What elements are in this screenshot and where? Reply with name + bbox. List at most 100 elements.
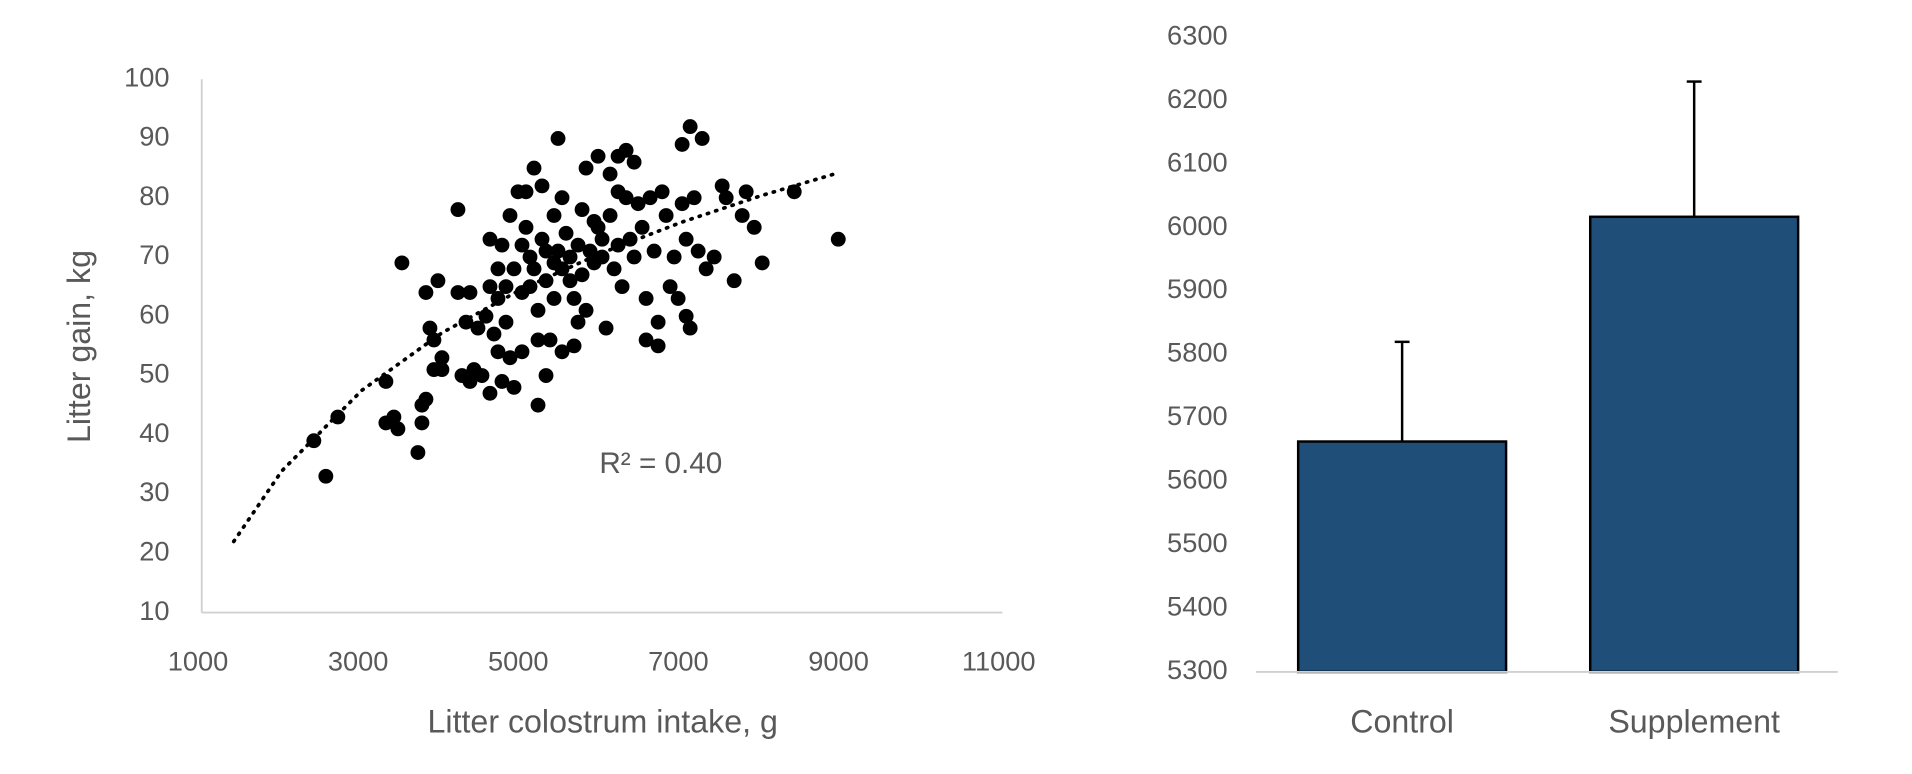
y-tick-label: 5500 <box>1167 527 1228 558</box>
scatter-point <box>462 374 478 389</box>
y-axis-title: Litter gain, kg <box>61 250 97 443</box>
scatter-point <box>554 190 570 206</box>
scatter-point <box>514 344 530 360</box>
scatter-point <box>418 391 434 407</box>
scatter-point <box>602 208 618 223</box>
scatter-point <box>614 279 630 295</box>
scatter-point <box>686 190 702 206</box>
scatter-point <box>410 445 426 460</box>
scatter-point <box>506 261 522 277</box>
scatter-point <box>746 219 762 235</box>
y-tick-label: 5300 <box>1167 654 1228 685</box>
scatter-point <box>474 368 490 383</box>
scatter-point <box>318 468 334 484</box>
scatter-point <box>418 285 434 300</box>
y-tick-label: 5800 <box>1167 337 1228 368</box>
scatter-point <box>450 202 466 218</box>
scatter-point <box>682 119 698 135</box>
y-tick-label: 60 <box>139 298 169 329</box>
scatter-point <box>482 231 498 247</box>
r-squared-annotation: R² = 0.40 <box>599 447 722 480</box>
scatter-point <box>386 409 402 425</box>
scatter-point <box>574 202 590 218</box>
scatter-point <box>682 320 698 336</box>
bar <box>1296 440 1508 674</box>
scatter-point <box>482 385 498 401</box>
scatter-point <box>670 291 686 306</box>
trendline <box>231 172 837 544</box>
scatter-point <box>498 279 514 295</box>
x-tick-label: 11000 <box>962 645 1036 676</box>
scatter-point <box>598 320 614 336</box>
scatter-point <box>630 196 646 212</box>
scatter-point <box>658 208 674 223</box>
scatter-point <box>754 255 770 271</box>
scatter-point <box>690 243 706 259</box>
scatter-point <box>330 409 346 425</box>
scatter-point <box>578 302 594 318</box>
scatter-point <box>434 362 450 378</box>
scatter-point <box>546 208 562 223</box>
scatter-point <box>594 231 610 247</box>
scatter-point <box>678 308 694 324</box>
scatter-point <box>738 184 754 200</box>
x-tick-label: 3000 <box>328 645 389 676</box>
y-tick-label: 50 <box>139 358 169 389</box>
scatter-point <box>606 261 622 277</box>
scatter-point <box>642 190 658 206</box>
scatter-point <box>698 261 714 277</box>
scatter-point <box>706 249 722 265</box>
scatter-point <box>506 379 522 395</box>
scatter-point <box>618 190 634 206</box>
scatter-point <box>538 243 554 259</box>
scatter-point <box>638 332 654 348</box>
scatter-point <box>494 374 510 389</box>
scatter-point <box>514 237 530 253</box>
scatter-point <box>622 231 638 247</box>
scatter-point <box>394 255 410 271</box>
y-tick-label: 5700 <box>1167 400 1228 431</box>
scatter-point <box>674 136 690 152</box>
scatter-point <box>546 291 562 306</box>
scatter-point <box>718 190 734 206</box>
scatter-point <box>522 279 538 295</box>
scatter-point <box>650 338 666 354</box>
scatter-point <box>522 249 538 265</box>
scatter-point <box>594 249 610 265</box>
scatter-point <box>530 332 546 348</box>
scatter-point <box>414 415 430 431</box>
scatter-point <box>470 320 486 336</box>
scatter-point <box>490 291 506 306</box>
y-tick-label: 70 <box>139 239 169 270</box>
scatter-point <box>538 273 554 289</box>
scatter-point <box>490 344 506 360</box>
scatter-point <box>570 314 586 330</box>
scatter-point <box>678 231 694 247</box>
y-tick-label: 5400 <box>1167 591 1228 622</box>
scatter-point <box>566 291 582 306</box>
scatter-point <box>478 308 494 324</box>
scatter-point <box>618 142 634 158</box>
scatter-point <box>602 166 618 182</box>
scatter-point <box>726 273 742 289</box>
scatter-point <box>462 285 478 300</box>
scatter-point <box>666 249 682 265</box>
y-tick-label: 10 <box>139 595 169 626</box>
x-tick-label: 5000 <box>488 645 549 676</box>
scatter-point <box>570 237 586 253</box>
scatter-point <box>558 225 574 241</box>
scatter-point <box>498 314 514 330</box>
scatter-point <box>458 314 474 330</box>
scatter-point <box>526 261 542 277</box>
scatter-point <box>554 261 570 277</box>
scatter-point <box>390 421 406 437</box>
scatter-point <box>502 350 518 366</box>
y-tick-label: 90 <box>139 121 169 152</box>
scatter-point <box>590 219 606 235</box>
scatter-point <box>534 231 550 247</box>
scatter-point <box>530 397 546 413</box>
scatter-point <box>714 178 730 194</box>
scatter-point <box>550 131 566 146</box>
scatter-point <box>638 291 654 306</box>
